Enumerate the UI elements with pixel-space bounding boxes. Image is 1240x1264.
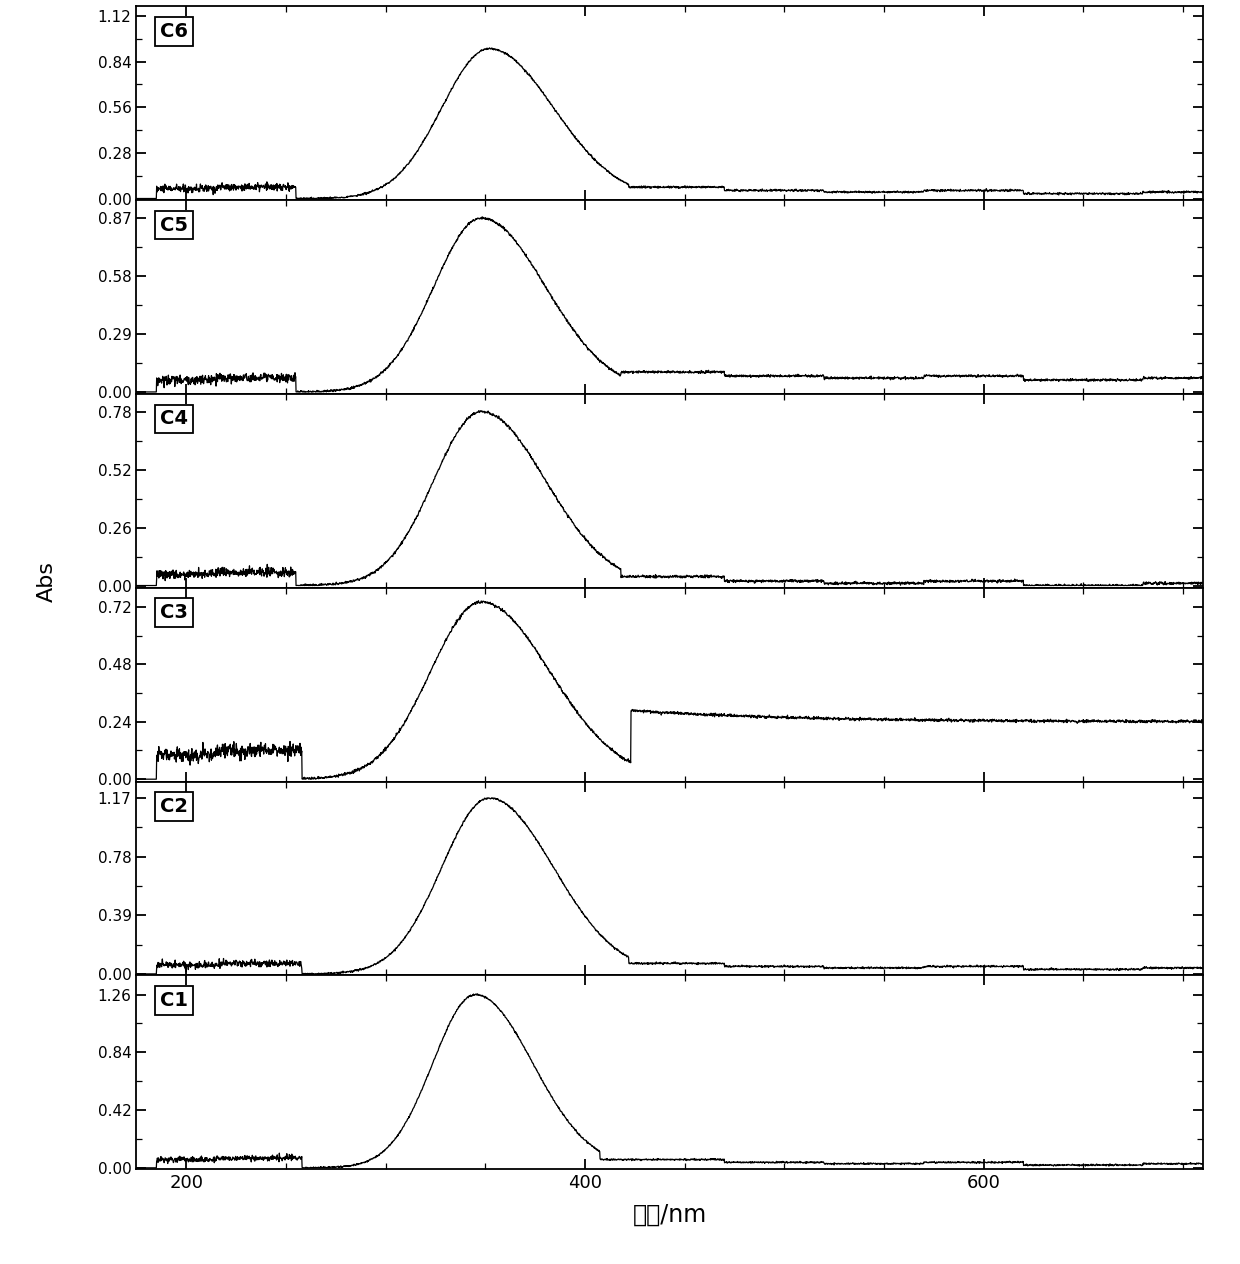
Text: C2: C2	[160, 798, 188, 817]
Text: Abs: Abs	[37, 561, 57, 602]
X-axis label: 波长/nm: 波长/nm	[632, 1203, 707, 1227]
Text: C3: C3	[160, 603, 187, 622]
Text: C4: C4	[160, 410, 188, 428]
Text: C6: C6	[160, 21, 188, 40]
Text: C5: C5	[160, 216, 188, 235]
Text: C1: C1	[160, 991, 188, 1010]
